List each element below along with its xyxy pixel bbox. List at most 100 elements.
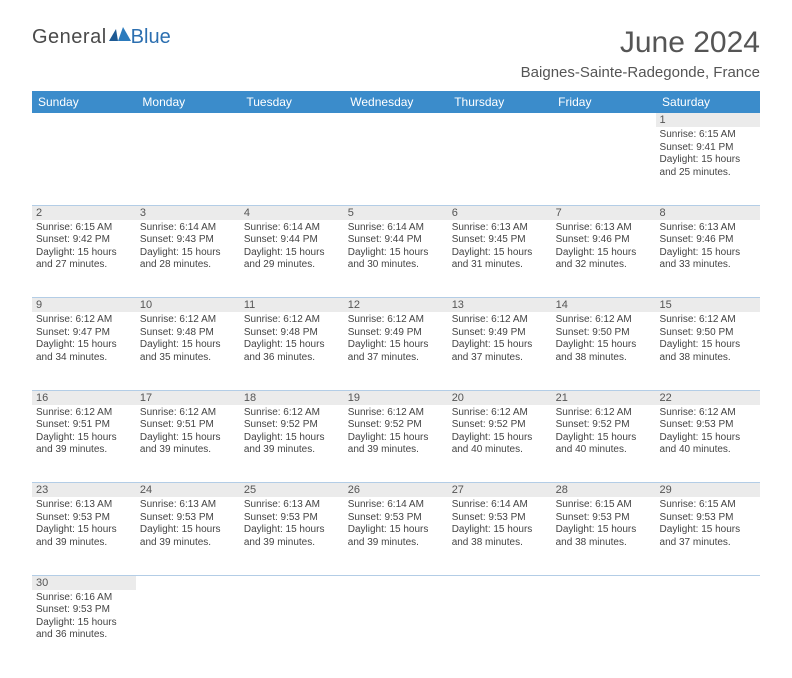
day-info: Sunrise: 6:13 AMSunset: 9:53 PMDaylight:… [140,499,236,549]
calendar-cell: Sunrise: 6:12 AMSunset: 9:52 PMDaylight:… [448,405,552,483]
calendar-cell: Sunrise: 6:12 AMSunset: 9:49 PMDaylight:… [448,312,552,390]
header: General Blue June 2024 Baignes-Sainte-Ra… [32,26,760,81]
calendar-cell [448,127,552,205]
day-number-cell: 18 [240,390,344,405]
day-info: Sunrise: 6:12 AMSunset: 9:50 PMDaylight:… [556,314,652,364]
day-number-cell: 14 [552,298,656,313]
day-header: Sunday [32,91,136,113]
day-info: Sunrise: 6:12 AMSunset: 9:49 PMDaylight:… [348,314,444,364]
day-number-cell: 24 [136,483,240,498]
calendar-cell: Sunrise: 6:12 AMSunset: 9:50 PMDaylight:… [656,312,760,390]
day-header: Tuesday [240,91,344,113]
day-info: Sunrise: 6:12 AMSunset: 9:48 PMDaylight:… [244,314,340,364]
day-number-cell: 16 [32,390,136,405]
day-info: Sunrise: 6:15 AMSunset: 9:53 PMDaylight:… [660,499,756,549]
day-number-cell: 4 [240,205,344,220]
calendar-row: Sunrise: 6:15 AMSunset: 9:41 PMDaylight:… [32,127,760,205]
day-info: Sunrise: 6:15 AMSunset: 9:42 PMDaylight:… [36,222,132,272]
calendar-cell [136,127,240,205]
title-block: June 2024 Baignes-Sainte-Radegonde, Fran… [521,26,760,81]
location: Baignes-Sainte-Radegonde, France [521,64,760,81]
day-number-cell: 28 [552,483,656,498]
day-number-cell: 7 [552,205,656,220]
daynum-row: 23242526272829 [32,483,760,498]
calendar-cell [240,127,344,205]
day-number-cell: 11 [240,298,344,313]
day-number-cell [344,113,448,127]
day-info: Sunrise: 6:14 AMSunset: 9:43 PMDaylight:… [140,222,236,272]
day-info: Sunrise: 6:13 AMSunset: 9:53 PMDaylight:… [244,499,340,549]
day-number-cell: 2 [32,205,136,220]
calendar-cell: Sunrise: 6:13 AMSunset: 9:53 PMDaylight:… [240,497,344,575]
day-info: Sunrise: 6:12 AMSunset: 9:50 PMDaylight:… [660,314,756,364]
calendar-cell [656,590,760,668]
calendar-cell [552,127,656,205]
calendar-cell: Sunrise: 6:15 AMSunset: 9:42 PMDaylight:… [32,220,136,298]
day-number-cell [656,575,760,590]
calendar-row: Sunrise: 6:15 AMSunset: 9:42 PMDaylight:… [32,220,760,298]
day-info: Sunrise: 6:14 AMSunset: 9:53 PMDaylight:… [348,499,444,549]
calendar-page: General Blue June 2024 Baignes-Sainte-Ra… [0,0,792,678]
calendar-cell [344,590,448,668]
day-number-cell: 25 [240,483,344,498]
day-number-cell [136,575,240,590]
calendar-cell [240,590,344,668]
day-number-cell: 15 [656,298,760,313]
day-info: Sunrise: 6:13 AMSunset: 9:45 PMDaylight:… [452,222,548,272]
day-number-cell [552,575,656,590]
calendar-cell: Sunrise: 6:15 AMSunset: 9:53 PMDaylight:… [552,497,656,575]
calendar-cell: Sunrise: 6:13 AMSunset: 9:46 PMDaylight:… [552,220,656,298]
day-info: Sunrise: 6:12 AMSunset: 9:48 PMDaylight:… [140,314,236,364]
day-info: Sunrise: 6:12 AMSunset: 9:52 PMDaylight:… [452,407,548,457]
day-info: Sunrise: 6:12 AMSunset: 9:51 PMDaylight:… [140,407,236,457]
day-info: Sunrise: 6:13 AMSunset: 9:46 PMDaylight:… [556,222,652,272]
calendar-cell: Sunrise: 6:12 AMSunset: 9:47 PMDaylight:… [32,312,136,390]
day-number-cell: 20 [448,390,552,405]
daynum-row: 30 [32,575,760,590]
day-number-cell: 1 [656,113,760,127]
day-number-cell [552,113,656,127]
month-title: June 2024 [521,26,760,60]
day-number-cell: 13 [448,298,552,313]
day-number-cell: 26 [344,483,448,498]
day-number-cell: 30 [32,575,136,590]
calendar-cell: Sunrise: 6:12 AMSunset: 9:52 PMDaylight:… [240,405,344,483]
logo-text-1: General [32,26,107,49]
day-header: Thursday [448,91,552,113]
day-info: Sunrise: 6:15 AMSunset: 9:41 PMDaylight:… [660,129,756,179]
daynum-row: 1 [32,113,760,127]
calendar-cell: Sunrise: 6:14 AMSunset: 9:44 PMDaylight:… [240,220,344,298]
day-number-cell [136,113,240,127]
day-info: Sunrise: 6:16 AMSunset: 9:53 PMDaylight:… [36,592,132,642]
calendar-cell: Sunrise: 6:12 AMSunset: 9:49 PMDaylight:… [344,312,448,390]
day-info: Sunrise: 6:13 AMSunset: 9:46 PMDaylight:… [660,222,756,272]
day-number-cell: 5 [344,205,448,220]
day-number-cell: 21 [552,390,656,405]
day-number-cell: 27 [448,483,552,498]
flag-icon [109,24,131,38]
calendar-row: Sunrise: 6:16 AMSunset: 9:53 PMDaylight:… [32,590,760,668]
calendar-cell [344,127,448,205]
day-number-cell: 9 [32,298,136,313]
day-info: Sunrise: 6:12 AMSunset: 9:47 PMDaylight:… [36,314,132,364]
day-number-cell [448,113,552,127]
day-info: Sunrise: 6:14 AMSunset: 9:44 PMDaylight:… [244,222,340,272]
day-number-cell: 10 [136,298,240,313]
calendar-cell [552,590,656,668]
calendar-cell: Sunrise: 6:14 AMSunset: 9:53 PMDaylight:… [448,497,552,575]
day-number-cell [344,575,448,590]
logo-text-2: Blue [131,26,171,49]
calendar-cell [32,127,136,205]
calendar-cell: Sunrise: 6:12 AMSunset: 9:52 PMDaylight:… [552,405,656,483]
calendar-cell: Sunrise: 6:16 AMSunset: 9:53 PMDaylight:… [32,590,136,668]
calendar-table: SundayMondayTuesdayWednesdayThursdayFrid… [32,91,760,668]
day-info: Sunrise: 6:12 AMSunset: 9:51 PMDaylight:… [36,407,132,457]
calendar-body: 1 Sunrise: 6:15 AMSunset: 9:41 PMDaylight… [32,113,760,668]
calendar-cell: Sunrise: 6:15 AMSunset: 9:41 PMDaylight:… [656,127,760,205]
calendar-cell: Sunrise: 6:12 AMSunset: 9:48 PMDaylight:… [136,312,240,390]
day-header: Saturday [656,91,760,113]
calendar-cell: Sunrise: 6:13 AMSunset: 9:46 PMDaylight:… [656,220,760,298]
day-number-cell [240,575,344,590]
daynum-row: 9101112131415 [32,298,760,313]
calendar-row: Sunrise: 6:12 AMSunset: 9:47 PMDaylight:… [32,312,760,390]
